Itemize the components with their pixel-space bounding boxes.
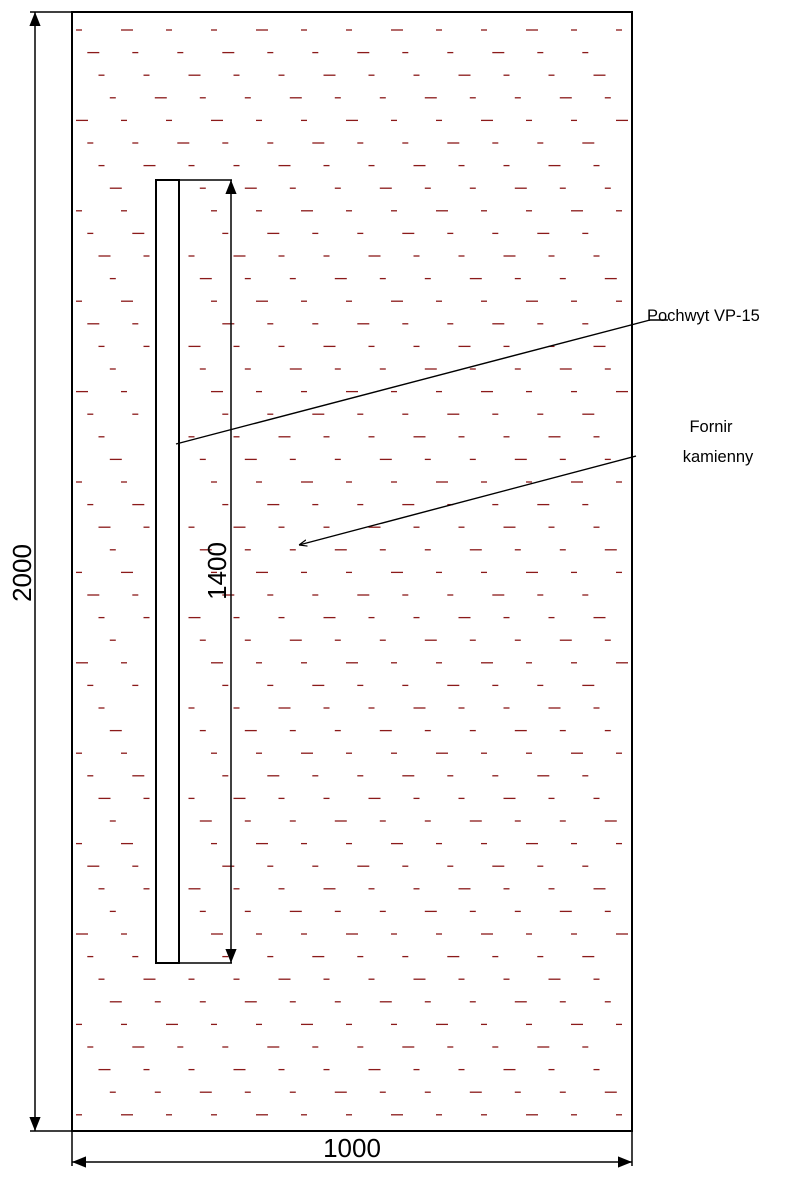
- handle-leader-line: [175, 319, 651, 445]
- door-leaf-outline: [71, 11, 633, 1132]
- width-dimension-value: 1000: [323, 1133, 381, 1163]
- height-dimension-value: 2000: [7, 544, 37, 602]
- handle-dimension-value: 1400: [202, 542, 232, 600]
- veneer-leader-line: [299, 455, 637, 545]
- handle-bar: [155, 179, 180, 964]
- veneer-label-line1: Fornir: [689, 418, 733, 436]
- veneer-label-line2: kamienny: [683, 448, 754, 466]
- handle-label: Pochwyt VP-15: [647, 307, 760, 325]
